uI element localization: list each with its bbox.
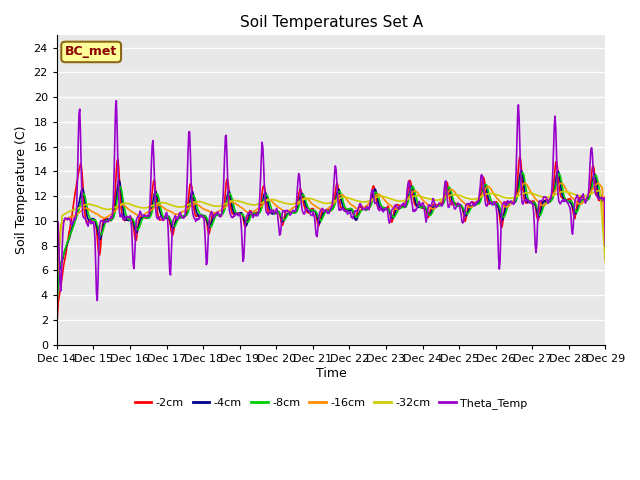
-8cm	[53, 305, 61, 311]
-16cm	[398, 203, 406, 209]
-4cm	[63, 242, 70, 248]
-16cm	[175, 211, 183, 217]
-2cm	[516, 154, 524, 159]
-8cm	[63, 241, 70, 247]
-16cm	[602, 250, 609, 255]
-16cm	[414, 190, 422, 196]
-32cm	[414, 193, 422, 199]
Legend: -2cm, -4cm, -8cm, -16cm, -32cm, Theta_Temp: -2cm, -4cm, -8cm, -16cm, -32cm, Theta_Te…	[130, 394, 532, 413]
Theta_Temp	[63, 216, 70, 222]
-32cm	[120, 201, 127, 206]
-2cm	[204, 227, 212, 233]
Line: -16cm: -16cm	[57, 183, 605, 286]
Line: -8cm: -8cm	[57, 173, 605, 308]
-4cm	[53, 301, 61, 307]
Text: BC_met: BC_met	[65, 46, 117, 59]
-2cm	[398, 204, 406, 210]
-2cm	[53, 323, 61, 328]
-8cm	[175, 216, 183, 221]
-4cm	[602, 256, 609, 262]
-2cm	[602, 231, 609, 237]
Line: -2cm: -2cm	[57, 156, 605, 325]
-16cm	[63, 216, 70, 222]
-8cm	[398, 204, 406, 210]
-16cm	[521, 180, 529, 186]
-32cm	[596, 188, 604, 193]
-4cm	[398, 204, 406, 210]
Theta_Temp	[205, 216, 213, 221]
-16cm	[120, 202, 127, 208]
Theta_Temp	[53, 257, 61, 263]
-4cm	[414, 204, 422, 210]
-32cm	[602, 260, 609, 265]
-4cm	[120, 207, 127, 213]
-32cm	[398, 198, 406, 204]
-2cm	[175, 214, 183, 220]
Theta_Temp	[602, 243, 609, 249]
-32cm	[175, 204, 183, 210]
Theta_Temp	[415, 199, 423, 204]
-8cm	[602, 245, 609, 251]
Line: Theta_Temp: Theta_Temp	[57, 101, 605, 300]
-8cm	[518, 170, 526, 176]
X-axis label: Time: Time	[316, 367, 346, 380]
Theta_Temp	[113, 98, 120, 104]
Theta_Temp	[399, 200, 407, 206]
Theta_Temp	[177, 210, 184, 216]
-2cm	[414, 203, 422, 208]
Y-axis label: Soil Temperature (C): Soil Temperature (C)	[15, 126, 28, 254]
Line: -4cm: -4cm	[57, 171, 605, 304]
-8cm	[204, 218, 212, 224]
Theta_Temp	[121, 217, 129, 223]
Theta_Temp	[93, 298, 101, 303]
-4cm	[204, 221, 212, 227]
-4cm	[518, 168, 525, 174]
-8cm	[414, 200, 422, 206]
Title: Soil Temperatures Set A: Soil Temperatures Set A	[239, 15, 422, 30]
-16cm	[204, 207, 212, 213]
-32cm	[204, 201, 212, 207]
-2cm	[120, 216, 127, 222]
Line: -32cm: -32cm	[57, 191, 605, 276]
-2cm	[63, 244, 70, 250]
-32cm	[53, 274, 61, 279]
-16cm	[53, 283, 61, 288]
-4cm	[175, 215, 183, 221]
-8cm	[120, 199, 127, 204]
-32cm	[63, 210, 70, 216]
